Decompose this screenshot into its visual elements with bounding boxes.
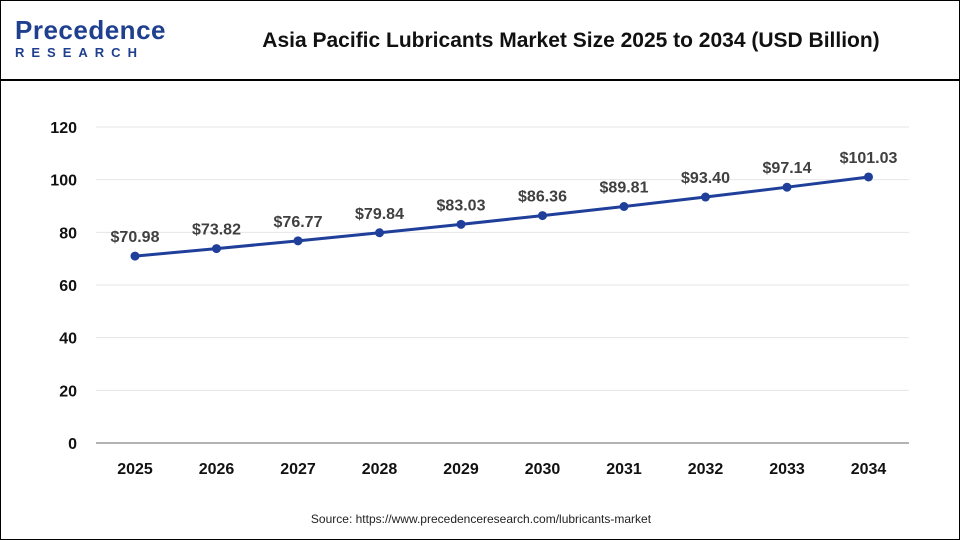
y-tick-label: 80 (59, 225, 77, 242)
x-tick-label: 2031 (606, 461, 642, 478)
data-label: $101.03 (840, 150, 898, 167)
line-chart: 0 20 40 60 80 100 120 2025 2026 2027 2028 2029 2030… (50, 120, 909, 478)
data-point (375, 228, 384, 238)
gridlines (96, 126, 909, 391)
x-tick-label: 2030 (525, 461, 561, 478)
x-axis-ticks: 2025 2026 2027 2028 2029 2030 2031 2032 2033 2034 (117, 461, 886, 478)
chart-title: Asia Pacific Lubricants Market Size 2025… (262, 29, 880, 52)
y-axis-ticks: 0 20 40 60 80 100 120 (50, 120, 77, 453)
data-point (701, 192, 710, 202)
x-tick-label: 2029 (443, 461, 479, 478)
data-label: $89.81 (600, 180, 649, 197)
series-line (133, 175, 870, 258)
data-point (212, 244, 221, 254)
data-label: $76.77 (274, 214, 323, 231)
source-note: Source: https://www.precedenceresearch.c… (310, 512, 652, 526)
data-point (130, 251, 140, 261)
logo-subtitle: RESEARCH (15, 45, 144, 60)
y-tick-label: 20 (59, 383, 77, 400)
data-point (864, 172, 873, 182)
y-tick-label: 60 (59, 278, 77, 295)
x-tick-label: 2034 (851, 461, 887, 478)
x-tick-label: 2028 (362, 461, 398, 478)
series-line-group (133, 175, 870, 258)
data-label: $97.14 (763, 160, 812, 177)
y-tick-label: 40 (59, 331, 77, 348)
data-point (538, 211, 547, 221)
y-tick-label: 0 (68, 436, 77, 453)
x-tick-label: 2032 (688, 461, 724, 478)
data-point (456, 219, 466, 229)
data-label: $70.98 (111, 229, 160, 246)
data-label: $73.82 (192, 222, 241, 239)
data-points (130, 172, 873, 261)
x-tick-label: 2033 (769, 461, 805, 478)
y-tick-label: 120 (50, 120, 77, 137)
y-tick-label: 100 (50, 173, 77, 190)
brand-logo: Precedence RESEARCH (15, 17, 165, 63)
data-label: $79.84 (355, 206, 404, 223)
x-tick-label: 2025 (117, 461, 153, 478)
data-point (293, 236, 303, 246)
x-tick-label: 2027 (280, 461, 316, 478)
data-point (619, 202, 629, 212)
data-labels: $70.98 $73.82 $76.77 $79.84 $83.03 $86.36 $89.… (111, 150, 898, 246)
header-bar: Precedence RESEARCH Asia Pacific Lubrica… (1, 1, 959, 81)
data-label: $93.40 (681, 170, 730, 187)
logo-wordmark: Precedence (15, 15, 166, 45)
data-label: $83.03 (437, 197, 486, 214)
data-point (782, 182, 792, 192)
data-label: $86.36 (518, 189, 567, 206)
x-tick-label: 2026 (199, 461, 235, 478)
